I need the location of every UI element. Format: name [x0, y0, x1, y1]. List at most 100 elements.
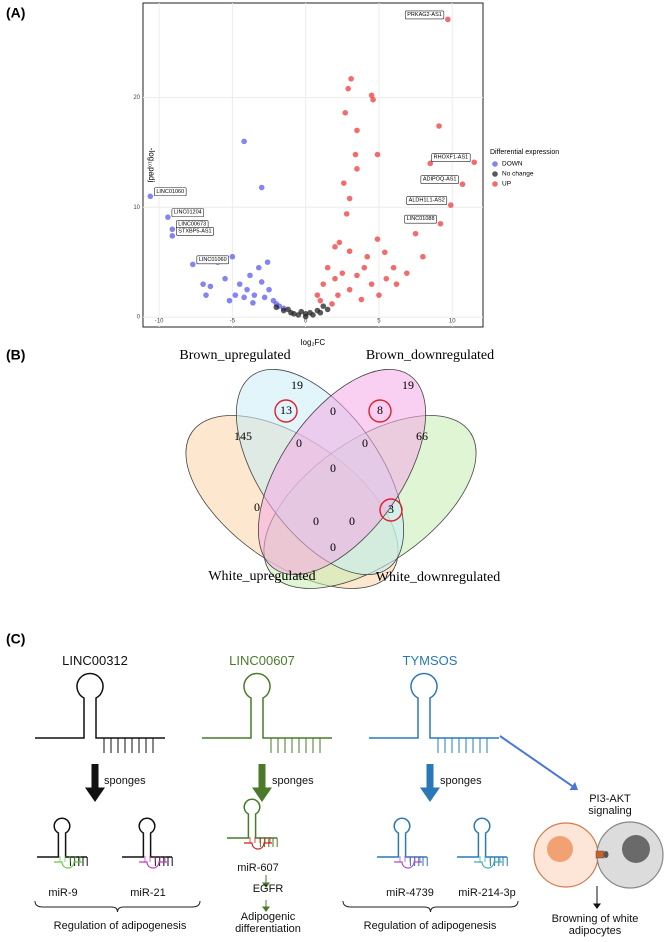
point-label-box — [431, 153, 471, 163]
volcano-plot: -10 -5 0 5 1001020log₂FC-log₁₀padjLINC01060L… — [133, 2, 559, 347]
legend-label: DOWN — [502, 161, 523, 168]
x-tick-label: -5 — [230, 319, 236, 325]
point — [342, 110, 349, 116]
mirna-shape — [54, 861, 82, 869]
point — [352, 151, 359, 158]
point — [236, 281, 243, 287]
point-label: ADIPOQ-AS1 — [423, 177, 457, 183]
lncrna-shape — [377, 817, 427, 858]
point — [348, 75, 354, 82]
point — [190, 261, 196, 268]
point — [335, 292, 341, 298]
venn-diagram: Brown_upregulated Brown_downregulated Whit… — [179, 348, 500, 589]
point — [200, 281, 206, 287]
y-tick-label: 20 — [133, 95, 140, 101]
point-label: RHOXF1-AS1 — [434, 155, 469, 161]
point-label-box — [171, 208, 205, 217]
point — [298, 308, 305, 315]
point-label-box — [176, 226, 214, 236]
outcome: Adipogenic differentiation — [235, 911, 301, 935]
region-count: 0 — [330, 540, 336, 554]
point — [332, 244, 338, 250]
point — [383, 275, 390, 282]
panel-label: (A) — [6, 5, 25, 21]
x-tick-label: 0 — [304, 319, 308, 325]
point — [340, 180, 347, 186]
x-axis-label: log₂FC — [301, 338, 326, 347]
arrow-head — [569, 781, 578, 791]
point — [336, 239, 343, 246]
point — [251, 292, 258, 298]
point — [370, 96, 376, 103]
point — [427, 160, 434, 167]
legend-label: UP — [502, 181, 511, 188]
point — [169, 233, 176, 239]
lncrna-shape — [35, 672, 165, 739]
point — [324, 306, 331, 313]
region-count: 0 — [254, 500, 260, 514]
highlight-circle — [274, 399, 298, 423]
point-label: LINC00673 — [178, 222, 206, 228]
point-label-box — [420, 175, 459, 184]
mirna: miR-21 — [130, 887, 166, 899]
lncrna-name: TYMSOS — [402, 653, 458, 668]
point — [302, 311, 309, 317]
point — [320, 303, 327, 309]
mirna-shape — [474, 861, 502, 869]
point — [374, 236, 381, 242]
region-count: 8 — [377, 403, 383, 417]
point — [374, 151, 381, 158]
point — [471, 159, 478, 166]
lncrna-shape — [37, 817, 87, 858]
pathway: PI3-AKT signaling — [588, 793, 632, 817]
arrow-head — [252, 787, 272, 802]
point — [358, 296, 365, 303]
point — [329, 301, 335, 307]
point — [382, 249, 388, 256]
nucleus — [622, 835, 650, 863]
point — [203, 292, 209, 298]
set-name: Brown_downregulated — [366, 348, 494, 363]
point — [285, 306, 291, 313]
point — [241, 138, 247, 145]
highlight-circle — [368, 399, 392, 423]
action: sponges — [104, 775, 146, 787]
legend-marker — [492, 161, 498, 167]
y-tick-label: 10 — [133, 205, 140, 211]
point — [255, 264, 262, 271]
region-count: 0 — [330, 404, 336, 418]
lncrna-shape — [227, 798, 277, 839]
point — [368, 281, 375, 287]
nucleus — [547, 836, 573, 862]
point-label-box — [154, 187, 187, 197]
point — [244, 286, 250, 293]
set-name: Brown_upregulated — [179, 348, 290, 363]
point — [165, 214, 171, 220]
panel-label: (C) — [6, 631, 25, 647]
point — [320, 281, 327, 287]
point — [445, 16, 451, 23]
brace — [342, 900, 519, 913]
point — [393, 281, 400, 287]
point — [364, 253, 371, 260]
point-label: LINC01060 — [199, 257, 227, 263]
arrow-head — [420, 787, 440, 802]
point — [420, 253, 426, 260]
highlight-circle — [379, 498, 403, 522]
point — [226, 297, 233, 304]
point — [447, 202, 454, 208]
region-count: 0 — [349, 514, 355, 528]
region-count: 0 — [362, 436, 368, 450]
point — [332, 275, 338, 282]
point — [229, 253, 236, 260]
point-label: LINC01204 — [174, 210, 202, 216]
region-count: 145 — [234, 429, 252, 443]
point — [412, 230, 419, 237]
point — [354, 166, 360, 172]
point — [241, 294, 247, 301]
point-label-box — [404, 10, 445, 20]
point — [280, 307, 287, 314]
lncrna-shape — [369, 672, 499, 739]
